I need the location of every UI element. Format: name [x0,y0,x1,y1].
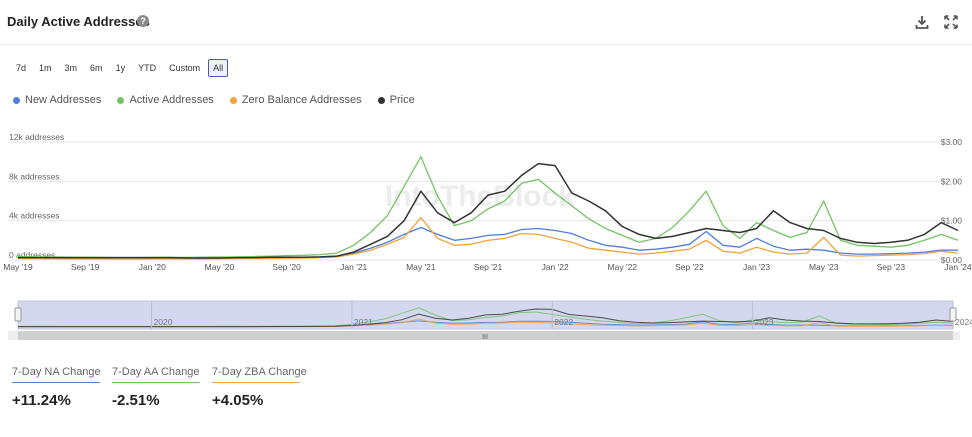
y-left-tick-label: 0 addresses [9,250,55,260]
range-selector: 7d 1m 3m 6m 1y YTD Custom All [11,59,229,77]
main-chart[interactable]: IntoTheBlock 0 addresses 4k addresses 8k ad… [0,132,972,272]
navigator-year-label: 2022 [554,317,573,327]
legend-dot [117,96,125,104]
kpi-7-day-na-change: 7-Day NA Change +11.24% [12,366,101,409]
legend-label: New Addresses [25,94,102,106]
y-left-tick-label: 4k addresses [9,211,60,221]
legend-item-active-addresses[interactable]: Active Addresses [117,94,214,106]
x-tick-label: May '21 [406,262,436,272]
x-tick-label: Jan '21 [340,262,367,272]
kpi-label: 7-Day AA Change [112,366,200,383]
page-title: Daily Active Addresses [7,14,150,29]
range-button-1m[interactable]: 1m [39,63,52,73]
range-button-7d[interactable]: 7d [16,63,27,73]
legend-label: Price [389,94,415,106]
y-left-tick-label: 8k addresses [9,171,60,181]
series-line-price[interactable] [18,162,959,259]
kpi-7-day-zba-change: 7-Day ZBA Change +4.05% [212,366,307,409]
x-tick-label: Sep '20 [272,262,301,272]
range-button-all[interactable]: All [208,59,229,77]
y-right-tick-label: $2.00 [941,176,963,186]
x-tick-label: Jan '24 [944,262,971,272]
x-tick-label: May '23 [809,262,839,272]
x-tick-label: Sep '21 [474,262,503,272]
legend-dot [229,96,237,104]
kpi-value: -2.51% [112,392,160,409]
x-tick-label: Jan '22 [542,262,569,272]
range-button-1y[interactable]: 1y [115,63,126,73]
range-button-ytd[interactable]: YTD [138,63,157,73]
legend-dot [13,96,20,104]
legend-item-price[interactable]: Price [377,94,415,106]
download-icon[interactable] [914,14,930,30]
help-icon[interactable]: ? [137,15,149,27]
series-line-zero-balance-addresses[interactable] [17,217,959,260]
navigator-year-label: 2020 [154,317,173,327]
x-tick-label: Jan '20 [139,262,166,272]
y-right-tick-label: $1.00 [941,216,963,226]
x-tick-label: Sep '19 [71,262,100,272]
kpi-label: 7-Day NA Change [12,366,101,383]
navigator-left-handle[interactable] [14,307,22,322]
navigator-year-label: 2021 [354,317,373,327]
navigator-line [18,308,954,328]
y-right-tick-label: $3.00 [941,137,963,147]
x-tick-label: Sep '23 [877,262,906,272]
kpi-value: +11.24% [12,392,71,409]
x-tick-label: May '20 [205,262,235,272]
navigator-scrollbar-thumb[interactable] [18,331,953,340]
chart-legend: New Addresses Active Addresses Zero Balanc… [13,94,415,106]
range-navigator[interactable]: 2020 2021 2022 2023 2024 III [0,298,972,342]
kpi-row: 7-Day NA Change +11.24% 7-Day AA Change -2.… [12,366,307,409]
kpi-label: 7-Day ZBA Change [212,366,307,383]
y-right-tick-label: $0.00 [941,255,963,265]
y-left-tick-label: 12k addresses [9,132,64,142]
scrollbar-grip-icon: III [482,334,488,341]
x-tick-label: May '22 [608,262,638,272]
navigator-year-label: 2024 [955,317,972,327]
legend-label: Active Addresses [129,94,214,106]
legend-item-new-addresses[interactable]: New Addresses [13,94,101,106]
x-tick-label: Jan '23 [743,262,770,272]
range-button-6m[interactable]: 6m [90,63,103,73]
legend-dot [377,96,385,104]
legend-item-zero-balance-addresses[interactable]: Zero Balance Addresses [229,94,362,106]
x-tick-label: Sep '22 [675,262,704,272]
watermark: IntoTheBlock [385,180,575,213]
x-tick-label: May '19 [3,262,33,272]
legend-label: Zero Balance Addresses [241,94,362,106]
fullscreen-icon[interactable] [943,14,959,30]
navigator-right-handle[interactable] [949,307,957,322]
kpi-value: +4.05% [212,392,264,409]
range-button-3m[interactable]: 3m [64,63,78,73]
navigator-year-label: 2023 [755,317,774,327]
header: Daily Active Addresses ? [0,0,972,45]
range-button-custom[interactable]: Custom [169,63,201,73]
kpi-7-day-aa-change: 7-Day AA Change -2.51% [112,366,200,409]
